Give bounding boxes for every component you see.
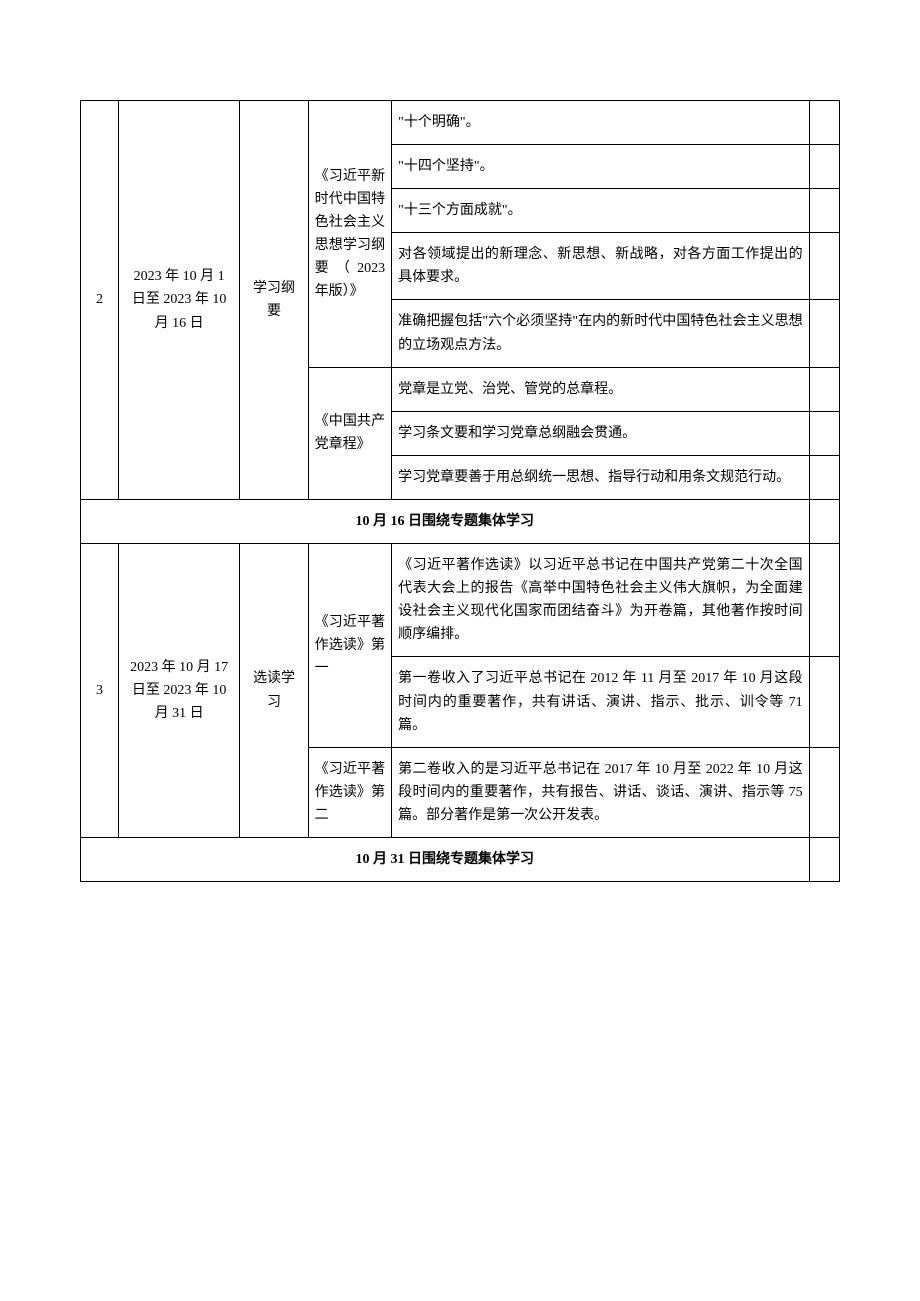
extra-cell	[809, 499, 839, 543]
note-cell: 准确把握包括"六个必须坚持"在内的新时代中国特色社会主义思想的立场观点方法。	[392, 300, 809, 367]
summary-cell: 10 月 16 日围绕专题集体学习	[81, 499, 810, 543]
date-cell: 2023 年 10 月 1 日至 2023 年 10 月 16 日	[118, 101, 239, 500]
index-cell: 2	[81, 101, 119, 500]
extra-cell	[809, 300, 839, 367]
extra-cell	[809, 657, 839, 747]
table-row: 3 2023 年 10 月 17 日至 2023 年 10 月 31 日 选读学…	[81, 544, 840, 657]
study-plan-table: 2 2023 年 10 月 1 日至 2023 年 10 月 16 日 学习纲要…	[80, 100, 840, 882]
note-cell: 对各领域提出的新理念、新思想、新战略，对各方面工作提出的具体要求。	[392, 233, 809, 300]
table-row: 10 月 31 日围绕专题集体学习	[81, 837, 840, 881]
extra-cell	[809, 411, 839, 455]
extra-cell	[809, 145, 839, 189]
extra-cell	[809, 544, 839, 657]
extra-cell	[809, 189, 839, 233]
extra-cell	[809, 455, 839, 499]
table-row: 2 2023 年 10 月 1 日至 2023 年 10 月 16 日 学习纲要…	[81, 101, 840, 145]
type-cell: 选读学习	[240, 544, 308, 838]
extra-cell	[809, 233, 839, 300]
index-cell: 3	[81, 544, 119, 838]
date-cell: 2023 年 10 月 17 日至 2023 年 10 月 31 日	[118, 544, 239, 838]
note-cell: 第二卷收入的是习近平总书记在 2017 年 10 月至 2022 年 10 月这…	[392, 747, 809, 837]
note-cell: "十四个坚持"。	[392, 145, 809, 189]
table-row: 10 月 16 日围绕专题集体学习	[81, 499, 840, 543]
summary-cell: 10 月 31 日围绕专题集体学习	[81, 837, 810, 881]
note-cell: 党章是立党、治党、管党的总章程。	[392, 367, 809, 411]
extra-cell	[809, 101, 839, 145]
note-cell: "十个明确"。	[392, 101, 809, 145]
document-page: 2 2023 年 10 月 1 日至 2023 年 10 月 16 日 学习纲要…	[0, 0, 920, 1301]
note-cell: 第一卷收入了习近平总书记在 2012 年 11 月至 2017 年 10 月这段…	[392, 657, 809, 747]
extra-cell	[809, 837, 839, 881]
note-cell: 学习党章要善于用总纲统一思想、指导行动和用条文规范行动。	[392, 455, 809, 499]
book-cell: 《习近平新时代中国特色社会主义思想学习纲要（2023 年版）》	[308, 101, 391, 368]
note-cell: "十三个方面成就"。	[392, 189, 809, 233]
type-cell: 学习纲要	[240, 101, 308, 500]
extra-cell	[809, 747, 839, 837]
note-cell: 《习近平著作选读》以习近平总书记在中国共产党第二十次全国代表大会上的报告《高举中…	[392, 544, 809, 657]
book-cell: 《习近平著作选读》第二	[308, 747, 391, 837]
book-cell: 《习近平著作选读》第一	[308, 544, 391, 748]
note-cell: 学习条文要和学习党章总纲融会贯通。	[392, 411, 809, 455]
extra-cell	[809, 367, 839, 411]
book-cell: 《中国共产党章程》	[308, 367, 391, 499]
